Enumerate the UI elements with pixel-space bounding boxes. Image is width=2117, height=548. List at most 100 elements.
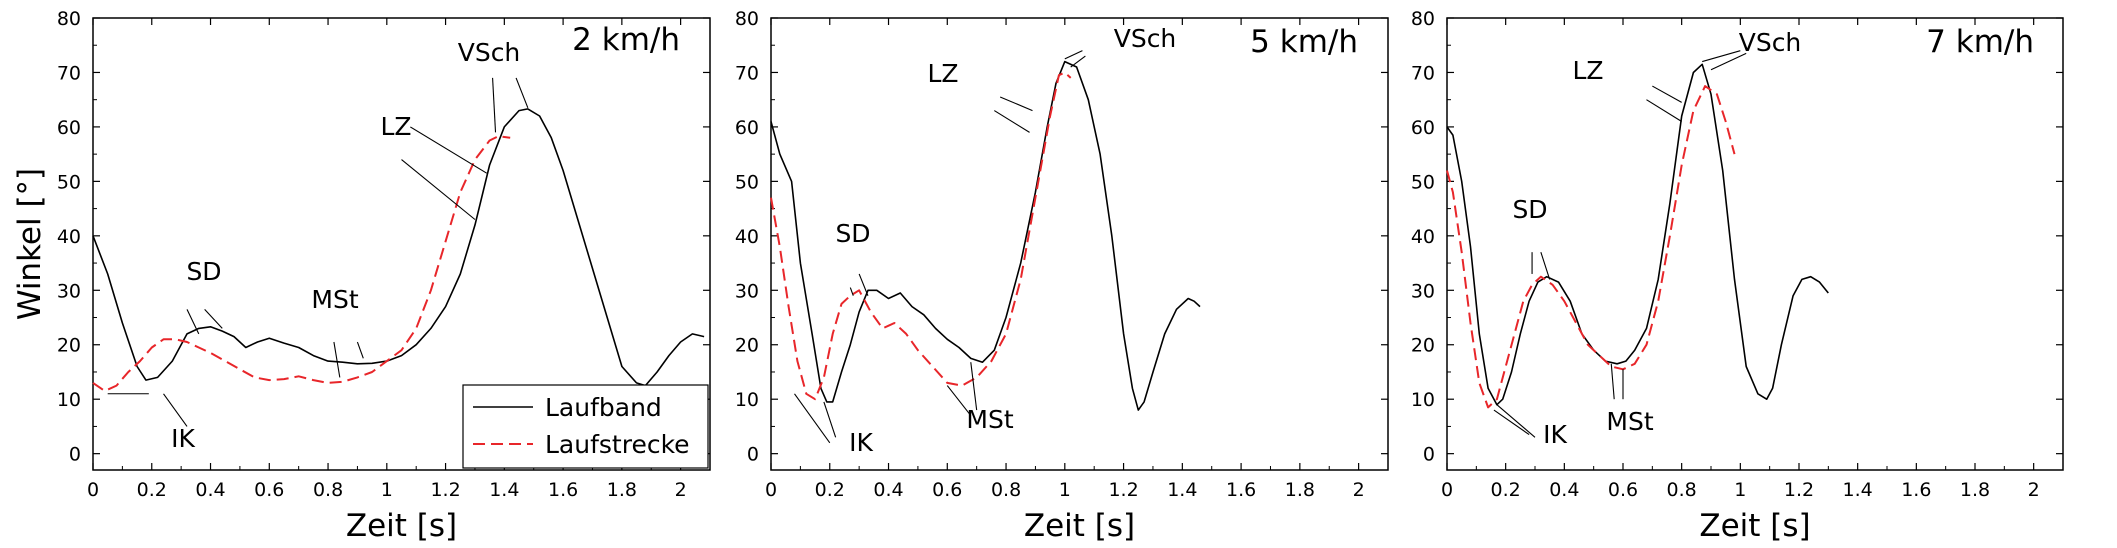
annotation-sd: SD <box>835 219 870 248</box>
y-tick-label: 70 <box>57 62 81 84</box>
y-tick-label: 70 <box>735 62 759 84</box>
series-line-laufstrecke <box>770 71 1072 401</box>
y-tick-label: 40 <box>735 226 759 248</box>
x-tick-label: 1.8 <box>607 479 637 501</box>
annotation-ik: IK <box>171 424 195 453</box>
annotation-leader-lz <box>1652 85 1682 103</box>
annotation-leader-sd <box>204 308 223 329</box>
annotation-ik: IK <box>1543 420 1567 449</box>
y-tick-label: 30 <box>735 280 759 302</box>
annotation-leader-vsch <box>515 77 529 109</box>
annotation-leader-ik <box>1496 404 1536 438</box>
annotation-mst: MSt <box>311 285 358 314</box>
x-tick-label: 1.8 <box>1960 479 1990 501</box>
annotation-leader-lz <box>410 126 487 174</box>
x-tick-label: 1.4 <box>1167 479 1197 501</box>
x-tick-label: 0.6 <box>1608 479 1638 501</box>
annotation-leader-lz <box>1646 99 1682 122</box>
x-axis-label: Zeit [s] <box>1699 508 1810 544</box>
x-tick-label: 1.2 <box>430 479 460 501</box>
y-tick-label: 0 <box>747 444 759 466</box>
series-line-laufband <box>1446 63 1829 406</box>
annotation-leader-mst <box>356 341 364 359</box>
annotation-leader-ik <box>794 393 831 444</box>
annotation-leader-ik <box>163 393 188 427</box>
x-tick-label: 0.8 <box>991 479 1021 501</box>
y-tick-label: 60 <box>1411 117 1435 139</box>
annotation-vsch: VSch <box>1114 24 1177 53</box>
legend: Laufband Laufstrecke <box>462 384 709 469</box>
annotation-mst: MSt <box>966 405 1013 434</box>
x-tick-label: 0 <box>87 479 99 501</box>
x-tick-label: 0.2 <box>1491 479 1521 501</box>
x-tick-label: 0 <box>765 479 777 501</box>
chart-panels: 0 0.2 0.4 0.6 0.8 1 1.2 1.4 1.6 1.8 20102030405060… <box>12 8 2064 544</box>
y-tick-label: 40 <box>57 226 81 248</box>
legend-label-laufstrecke: Laufstrecke <box>545 430 690 459</box>
x-tick-label: 0.4 <box>1549 479 1579 501</box>
panel-1: 0 0.2 0.4 0.6 0.8 1 1.2 1.4 1.6 1.8 20102030405060… <box>12 8 711 544</box>
annotation-ik: IK <box>849 428 873 457</box>
y-tick-label: 30 <box>57 280 81 302</box>
y-tick-label: 10 <box>57 389 81 411</box>
annotation-sd: SD <box>1512 195 1547 224</box>
annotation-leader-sd <box>1540 251 1551 280</box>
x-tick-label: 0.4 <box>195 479 225 501</box>
y-tick-label: 20 <box>57 335 81 357</box>
x-tick-label: 1 <box>1734 479 1746 501</box>
plot-frame <box>770 17 1389 471</box>
y-tick-label: 40 <box>1411 226 1435 248</box>
series-line-laufstrecke <box>92 135 511 392</box>
y-tick-label: 80 <box>1411 8 1435 30</box>
y-tick-label: 50 <box>1411 171 1435 193</box>
annotation-leader-sd <box>858 273 869 296</box>
series-line-laufband <box>92 108 705 387</box>
speed-label: 2 km/h <box>572 22 680 58</box>
annotation-lz: LZ <box>927 59 958 88</box>
x-tick-label: 1.6 <box>548 479 578 501</box>
y-tick-label: 80 <box>735 8 759 30</box>
annotation-leader-sd <box>186 309 200 335</box>
x-tick-label: 2 <box>2028 479 2040 501</box>
x-tick-label: 0.6 <box>932 479 962 501</box>
x-axis-label: Zeit [s] <box>346 508 457 544</box>
x-tick-label: 1.4 <box>489 479 519 501</box>
annotation-leader-mst <box>333 341 341 378</box>
annotation-leader-vsch <box>1064 50 1083 60</box>
x-axis-label: Zeit [s] <box>1024 508 1135 544</box>
x-tick-label: 1 <box>1059 479 1071 501</box>
annotation-leader-mst <box>946 385 972 416</box>
annotation-leader-lz <box>999 96 1033 112</box>
y-tick-label: 20 <box>1411 335 1435 357</box>
x-tick-label: 1 <box>381 479 393 501</box>
legend-box <box>462 384 709 469</box>
x-tick-label: 1.6 <box>1226 479 1256 501</box>
annotation-lz: LZ <box>380 112 411 141</box>
speed-label: 5 km/h <box>1250 24 1358 60</box>
y-tick-label: 0 <box>69 444 81 466</box>
panel-2: 0 0.2 0.4 0.6 0.8 1 1.2 1.4 1.6 1.8 20102030405060… <box>735 8 1389 544</box>
y-tick-label: 30 <box>1411 280 1435 302</box>
y-tick-label: 50 <box>57 171 81 193</box>
annotation-leader-vsch <box>1070 55 1086 68</box>
x-tick-label: 0 <box>1441 479 1453 501</box>
annotation-leader-mst <box>970 362 978 411</box>
x-tick-label: 2 <box>1353 479 1365 501</box>
x-tick-label: 0.8 <box>313 479 343 501</box>
x-tick-label: 1.8 <box>1285 479 1315 501</box>
x-tick-label: 1.2 <box>1108 479 1138 501</box>
annotation-vsch: VSch <box>1739 28 1802 57</box>
annotation-leader-sd <box>849 287 854 296</box>
y-tick-label: 20 <box>735 335 759 357</box>
x-tick-label: 1.2 <box>1784 479 1814 501</box>
y-tick-label: 0 <box>1423 444 1435 466</box>
x-tick-label: 2 <box>675 479 687 501</box>
panel-3: 0 0.2 0.4 0.6 0.8 1 1.2 1.4 1.6 1.8 20102030405060… <box>1411 8 2064 544</box>
plot-frame <box>1446 17 2064 471</box>
x-tick-label: 0.2 <box>815 479 845 501</box>
y-tick-label: 60 <box>57 117 81 139</box>
annotation-sd: SD <box>186 257 221 286</box>
y-tick-label: 70 <box>1411 62 1435 84</box>
annotation-mst: MSt <box>1606 407 1653 436</box>
